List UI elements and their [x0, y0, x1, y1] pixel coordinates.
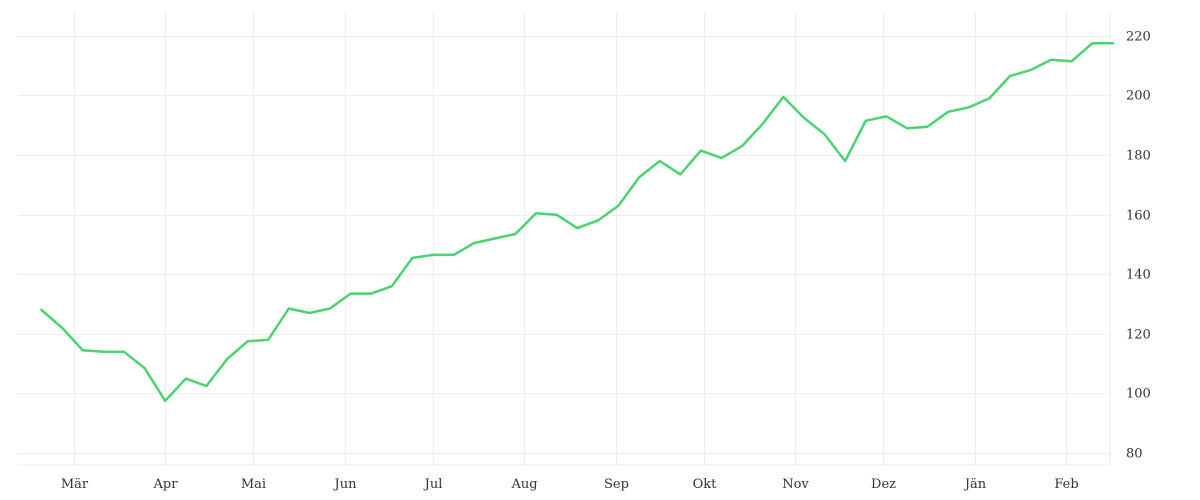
- x-tick-label: Jun: [333, 477, 358, 492]
- grid: [18, 12, 1111, 466]
- x-tick-label: Mai: [241, 477, 266, 492]
- x-tick-label: Okt: [693, 477, 718, 492]
- x-tick-label: Mär: [61, 477, 89, 492]
- series-line: [40, 42, 1115, 403]
- y-tick-label: 140: [1126, 268, 1151, 283]
- y-tick-label: 120: [1126, 328, 1151, 343]
- y-tick-label: 160: [1126, 209, 1151, 224]
- y-axis: 80 100 120 140 160 180 200 220: [1126, 30, 1151, 462]
- y-tick-label: 200: [1126, 89, 1151, 104]
- y-tick-label: 180: [1126, 149, 1151, 164]
- series-layer: [40, 42, 1115, 403]
- x-tick-label: Sep: [604, 477, 629, 492]
- x-tick-label: Aug: [510, 477, 537, 492]
- x-tick-label: Jul: [423, 477, 443, 492]
- x-tick-label: Feb: [1054, 477, 1078, 492]
- y-tick-label: 220: [1126, 30, 1151, 45]
- y-tick-label: 100: [1126, 387, 1151, 402]
- x-tick-label: Dez: [871, 477, 896, 492]
- x-tick-label: Nov: [782, 477, 809, 492]
- x-axis: Mär Apr Mai Jun Jul Aug Sep Okt Nov Dez Jän Feb: [61, 477, 1079, 492]
- x-tick-label: Jän: [963, 477, 987, 492]
- y-tick-label: 80: [1126, 447, 1143, 462]
- x-tick-label: Apr: [153, 477, 179, 492]
